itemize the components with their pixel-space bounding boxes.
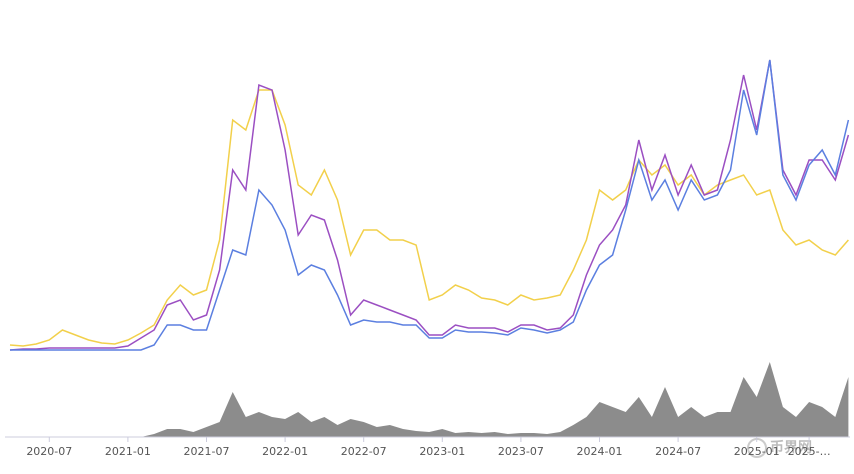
price-line: [10, 59, 850, 351]
x-tick-label: 2021-01: [105, 445, 151, 458]
x-tick-label: 2021-07: [184, 445, 230, 458]
price-line: [9, 59, 850, 351]
x-tick-label: 2020-07: [26, 445, 72, 458]
x-tick-label: 2024-07: [655, 445, 701, 458]
watermark: 币界网: [770, 440, 812, 456]
volume-area: [10, 362, 849, 437]
x-tick-label: 2023-07: [498, 445, 544, 458]
price-line: [9, 89, 849, 347]
x-tick-label: 2025-01: [734, 445, 780, 458]
x-tick-label: 2022-07: [341, 445, 387, 458]
x-tick-label: 2025-…: [788, 445, 831, 458]
x-tick-label: 2024-01: [577, 445, 623, 458]
x-tick-label: 2023-01: [419, 445, 465, 458]
x-tick-label: 2022-01: [262, 445, 308, 458]
